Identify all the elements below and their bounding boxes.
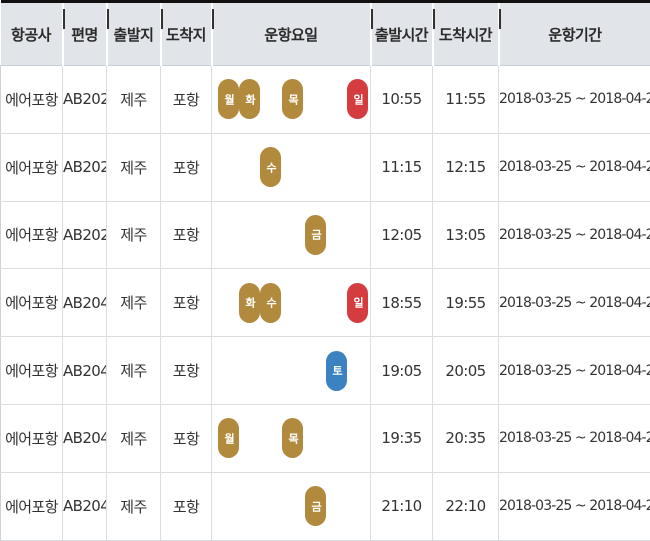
day-badge-fri: 금 xyxy=(305,486,326,526)
flight-number-cell: AB202 xyxy=(63,133,107,201)
origin-cell: 제주 xyxy=(107,133,161,201)
operating-period-cell: 2018-03-25 ~ 2018-04-21 xyxy=(499,269,650,337)
flight-number-cell: AB202 xyxy=(63,201,107,269)
day-badge-sat: 토 xyxy=(326,351,347,391)
destination-cell: 포항 xyxy=(161,269,212,337)
destination-cell: 포항 xyxy=(161,133,212,201)
flight-number-cell: AB202 xyxy=(63,66,107,134)
destination-cell: 포항 xyxy=(161,66,212,134)
airline-cell: 에어포항 xyxy=(1,404,63,472)
origin-cell: 제주 xyxy=(107,404,161,472)
flight-number-cell: AB204 xyxy=(63,337,107,405)
departure-time-cell: 18:55 xyxy=(371,269,433,337)
arrival-time-cell: 20:35 xyxy=(433,404,499,472)
arrival-time-cell: 22:10 xyxy=(433,472,499,540)
day-badge-sun: 일 xyxy=(347,79,368,119)
departure-time-cell: 12:05 xyxy=(371,201,433,269)
departure-time-cell: 11:15 xyxy=(371,133,433,201)
arrival-time-cell: 20:05 xyxy=(433,337,499,405)
airline-cell: 에어포항 xyxy=(1,472,63,540)
destination-cell: 포항 xyxy=(161,404,212,472)
day-badge-thu: 목 xyxy=(282,79,303,119)
airline-cell: 에어포항 xyxy=(1,133,63,201)
departure-time-cell: 19:35 xyxy=(371,404,433,472)
header-days: 운항요일 xyxy=(212,2,371,66)
destination-cell: 포항 xyxy=(161,201,212,269)
operating-period-cell: 2018-03-25 ~ 2018-04-21 xyxy=(499,66,650,134)
destination-cell: 포항 xyxy=(161,337,212,405)
airline-cell: 에어포항 xyxy=(1,66,63,134)
arrival-time-cell: 19:55 xyxy=(433,269,499,337)
header-destination: 도착지 xyxy=(161,2,212,66)
header-airline: 항공사 xyxy=(1,2,63,66)
flight-number-cell: AB204 xyxy=(63,404,107,472)
destination-cell: 포항 xyxy=(161,472,212,540)
airline-cell: 에어포항 xyxy=(1,337,63,405)
origin-cell: 제주 xyxy=(107,337,161,405)
operating-days-cell: 수 xyxy=(212,133,371,201)
header-flight: 편명 xyxy=(63,2,107,66)
origin-cell: 제주 xyxy=(107,66,161,134)
day-badge-sun: 일 xyxy=(347,283,368,323)
day-badge-fri: 금 xyxy=(305,215,326,255)
departure-time-cell: 19:05 xyxy=(371,337,433,405)
airline-cell: 에어포항 xyxy=(1,269,63,337)
arrival-time-cell: 13:05 xyxy=(433,201,499,269)
day-badge-mon: 월 xyxy=(218,418,239,458)
flight-number-cell: AB204 xyxy=(63,472,107,540)
header-period: 운항기간 xyxy=(499,2,650,66)
day-badge-mon: 월 xyxy=(218,79,239,119)
origin-cell: 제주 xyxy=(107,201,161,269)
operating-period-cell: 2018-03-25 ~ 2018-04-21 xyxy=(499,472,650,540)
table-header: 항공사 편명 출발지 도착지 운항요일 출발시간 도착시간 운항기간 xyxy=(1,2,650,66)
operating-days-cell: 토 xyxy=(212,337,371,405)
departure-time-cell: 10:55 xyxy=(371,66,433,134)
origin-cell: 제주 xyxy=(107,472,161,540)
arrival-time-cell: 12:15 xyxy=(433,133,499,201)
day-badge-tue: 화 xyxy=(239,283,260,323)
day-badge-thu: 목 xyxy=(282,418,303,458)
origin-cell: 제주 xyxy=(107,269,161,337)
header-row: 항공사 편명 출발지 도착지 운항요일 출발시간 도착시간 운항기간 xyxy=(1,2,650,66)
operating-period-cell: 2018-03-25 ~ 2018-04-21 xyxy=(499,133,650,201)
flight-number-cell: AB204 xyxy=(63,269,107,337)
departure-time-cell: 21:10 xyxy=(371,472,433,540)
arrival-time-cell: 11:55 xyxy=(433,66,499,134)
header-departure: 출발시간 xyxy=(371,2,433,66)
operating-period-cell: 2018-03-25 ~ 2018-04-21 xyxy=(499,201,650,269)
day-badge-wed: 수 xyxy=(260,283,281,323)
operating-days-cell: 금 xyxy=(212,201,371,269)
day-badge-tue: 화 xyxy=(239,79,260,119)
airline-cell: 에어포항 xyxy=(1,201,63,269)
operating-days-cell: 금 xyxy=(212,472,371,540)
header-origin: 출발지 xyxy=(107,2,161,66)
operating-period-cell: 2018-03-25 ~ 2018-04-21 xyxy=(499,404,650,472)
day-badge-wed: 수 xyxy=(260,147,281,187)
operating-period-cell: 2018-03-25 ~ 2018-04-21 xyxy=(499,337,650,405)
header-arrival: 도착시간 xyxy=(433,2,499,66)
